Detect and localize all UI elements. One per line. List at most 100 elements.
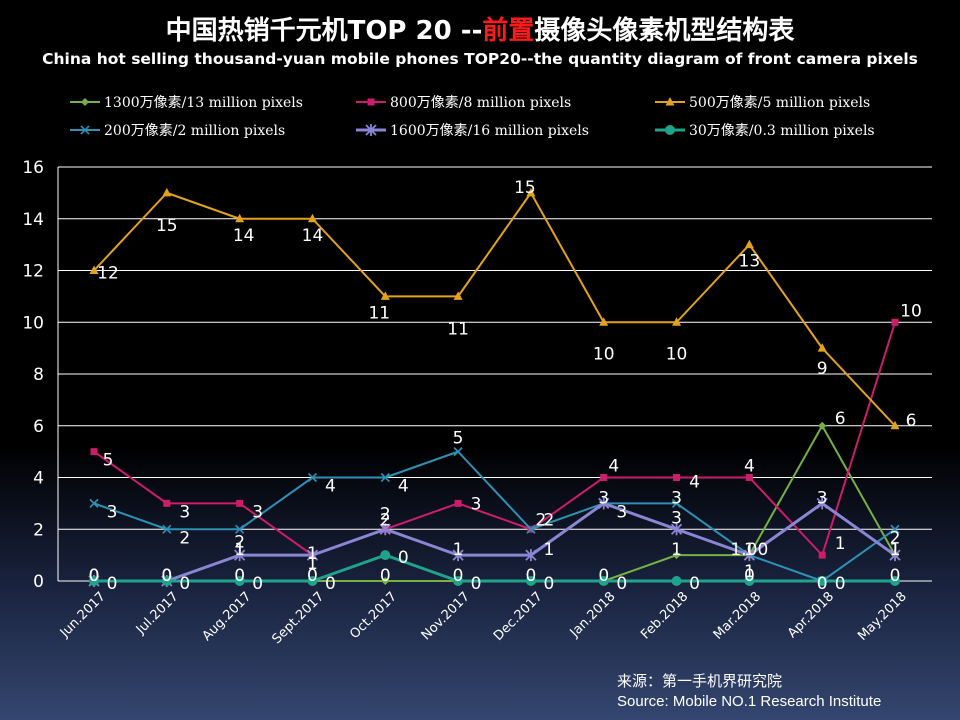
data-point: [743, 549, 756, 562]
source-note: 来源：第一手机界研究院 Source: Mobile NO.1 Research…: [617, 672, 881, 712]
data-point: [163, 499, 171, 507]
data-point: [307, 213, 317, 223]
data-label: 0: [835, 574, 846, 594]
data-point: [161, 576, 172, 586]
data-label: 11: [368, 303, 390, 323]
legend-label: 30万像素/0.3 million pixels: [689, 123, 875, 139]
data-point: [367, 98, 375, 106]
data-label: 1: [234, 540, 245, 560]
x-tick-label: Mar.2018: [711, 589, 764, 642]
data-label: 1: [744, 540, 755, 560]
data-point: [744, 239, 754, 249]
data-point: [89, 576, 99, 586]
data-label: 2: [535, 510, 546, 530]
data-label: 1: [835, 534, 846, 554]
data-label: 2: [380, 510, 391, 530]
data-point: [89, 265, 99, 274]
legend-item: 1600万像素/16 million pixels: [356, 123, 589, 139]
series-line: [93, 321, 896, 557]
data-point: [818, 551, 826, 559]
data-label: 0: [453, 566, 464, 586]
data-point: [671, 576, 682, 586]
data-point: [379, 523, 391, 536]
data-label: 3: [179, 502, 190, 522]
x-tick-label: Aug.2017: [200, 589, 255, 644]
title-zh-part2: 摄像头像素机型结构表: [534, 16, 795, 46]
y-tick-label: 4: [33, 469, 44, 489]
data-point: [526, 187, 536, 197]
data-label: 13: [739, 252, 761, 272]
data-point: [234, 576, 245, 586]
data-label: 10: [900, 301, 922, 321]
x-tick-label: Dec.2017: [491, 589, 546, 644]
data-label: 0: [616, 574, 627, 594]
legend-item: 800万像素/8 million pixels: [356, 95, 571, 111]
data-point: [671, 498, 682, 508]
data-label: 0: [890, 566, 901, 586]
data-label: 3: [252, 502, 263, 522]
data-point: [80, 125, 90, 135]
y-axis-ticks: 0 2 4 6 8 10 12 14 16: [22, 158, 44, 592]
chart-legend: 1300万像素/13 million pixels 800万像素/8 millio…: [70, 95, 875, 139]
data-label: 6: [906, 411, 917, 431]
data-label: 0: [744, 566, 755, 586]
data-label: 0: [89, 566, 100, 586]
data-label: 1: [890, 540, 901, 560]
title-zh-part1: 中国热销千元机TOP 20 --: [165, 16, 483, 46]
legend-item: 500万像素/5 million pixels: [655, 95, 870, 111]
chart-title-en: China hot selling thousand-yuan mobile p…: [42, 50, 918, 68]
data-point: [890, 524, 900, 534]
y-tick-label: 6: [33, 417, 44, 437]
series-3: [89, 187, 900, 430]
data-point: [599, 317, 609, 326]
data-point: [817, 576, 828, 586]
data-label: 5: [453, 429, 464, 449]
data-label: 1: [744, 562, 755, 582]
data-label: 0: [543, 574, 554, 594]
data-label: 6: [835, 409, 846, 429]
data-label: 3: [671, 488, 682, 508]
series-line: [94, 553, 895, 583]
data-point: [890, 576, 900, 586]
data-point: [307, 576, 318, 586]
data-point: [365, 124, 377, 136]
legend-label: 500万像素/5 million pixels: [689, 95, 870, 111]
data-point: [525, 576, 536, 586]
data-label: 0: [380, 566, 391, 586]
data-label: 2: [543, 510, 554, 530]
data-point: [236, 499, 244, 507]
data-label: 0: [179, 574, 190, 594]
data-label: 0: [161, 566, 172, 586]
series-line: [93, 450, 896, 582]
data-label: 1: [671, 540, 682, 560]
legend-item: 1300万像素/13 million pixels: [70, 95, 303, 111]
data-label: 2: [890, 528, 901, 548]
data-label: 3: [471, 494, 482, 514]
data-point: [307, 472, 318, 483]
data-label: 5: [103, 451, 114, 471]
data-point: [81, 98, 89, 106]
data-point: [890, 420, 900, 430]
legend-label: 200万像素/2 million pixels: [104, 123, 285, 139]
legend-label: 800万像素/8 million pixels: [390, 95, 571, 111]
data-label: 4: [325, 477, 336, 497]
series-5: [88, 497, 901, 587]
data-label: 1: [307, 554, 318, 574]
data-label: 10: [666, 344, 688, 364]
data-label: 2: [179, 528, 190, 548]
chart-series: [88, 187, 901, 587]
data-point: [233, 549, 246, 562]
data-label: 0: [107, 574, 118, 594]
data-point: [598, 497, 610, 510]
data-label: 4: [398, 477, 409, 497]
data-point: [235, 213, 245, 223]
data-point: [380, 291, 390, 300]
data-label: 2: [380, 504, 391, 524]
data-point: [306, 549, 319, 562]
series-line: [94, 501, 896, 583]
source-en: Source: Mobile NO.1 Research Institute: [617, 693, 882, 710]
data-label: 0: [325, 574, 336, 594]
data-label: 0: [252, 574, 263, 594]
data-label: 3: [598, 488, 609, 508]
